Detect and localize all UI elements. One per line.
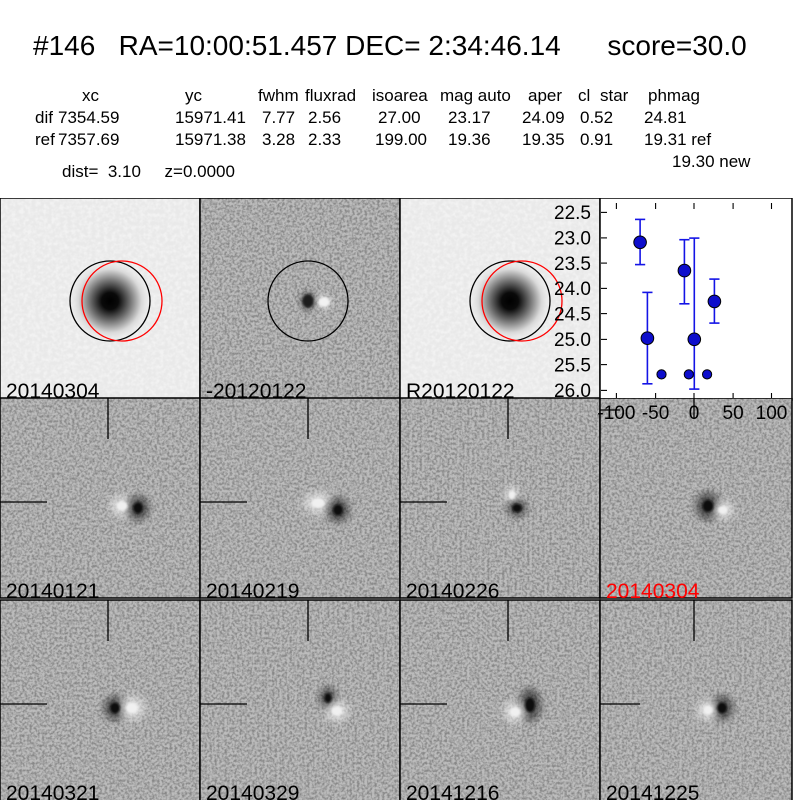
- svg-text:100: 100: [756, 403, 788, 424]
- svg-text:23.0: 23.0: [554, 229, 591, 250]
- svg-text:24.5: 24.5: [554, 304, 591, 325]
- svg-text:24.0: 24.0: [554, 279, 591, 300]
- svg-text:20141216: 20141216: [406, 782, 499, 800]
- svg-text:50: 50: [723, 403, 744, 424]
- svg-text:25.5: 25.5: [554, 355, 591, 376]
- svg-text:-50: -50: [642, 403, 669, 424]
- svg-text:22.5: 22.5: [554, 203, 591, 224]
- svg-text:20140329: 20140329: [206, 782, 299, 800]
- svg-text:20140321: 20140321: [6, 782, 99, 800]
- svg-text:20141225: 20141225: [606, 782, 699, 800]
- svg-text:25.0: 25.0: [554, 330, 591, 351]
- svg-text:23.5: 23.5: [554, 254, 591, 275]
- svg-text:0: 0: [689, 403, 700, 424]
- svg-text:-100: -100: [597, 403, 635, 424]
